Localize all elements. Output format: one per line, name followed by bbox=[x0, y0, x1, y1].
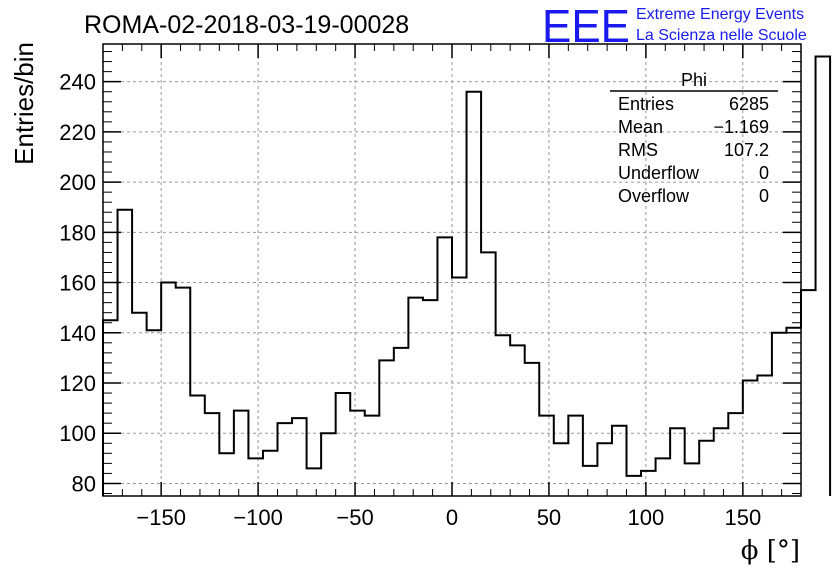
logo-line1: Extreme Energy Events bbox=[636, 6, 804, 23]
histogram-bar bbox=[437, 237, 452, 496]
histogram-bar bbox=[321, 433, 336, 496]
histogram-bar bbox=[176, 288, 191, 496]
histogram-bar bbox=[452, 278, 467, 496]
histogram-bar bbox=[554, 443, 569, 496]
histogram-bar bbox=[394, 348, 409, 496]
y-axis-label: Entries/bin bbox=[9, 42, 39, 165]
histogram-bar bbox=[627, 476, 642, 496]
histogram-bar bbox=[147, 330, 162, 496]
histogram-bar bbox=[597, 443, 612, 496]
y-tick-labels: 80 100 120 140 160 180 200 220 240 bbox=[59, 70, 96, 497]
histogram-bar bbox=[510, 345, 525, 496]
histogram-outline bbox=[102, 55, 832, 496]
y-tick-label: 220 bbox=[59, 120, 96, 145]
x-tick-label: 50 bbox=[537, 505, 561, 530]
histogram-bar bbox=[656, 458, 671, 496]
histogram-bar bbox=[714, 428, 729, 496]
histogram-bar bbox=[583, 466, 598, 496]
histogram-bar bbox=[496, 335, 511, 496]
y-tick-label: 80 bbox=[72, 471, 96, 496]
stats-name: Phi bbox=[681, 70, 707, 90]
histogram-bar bbox=[539, 416, 554, 496]
histogram-bar bbox=[685, 463, 700, 496]
stats-value: −1.169 bbox=[713, 117, 769, 137]
histogram-bar bbox=[263, 451, 278, 496]
y-tick-label: 240 bbox=[59, 70, 96, 95]
stats-label: Overflow bbox=[618, 186, 690, 206]
stats-label: RMS bbox=[618, 140, 658, 160]
histogram-bar bbox=[816, 57, 831, 496]
histogram-bar bbox=[772, 333, 787, 496]
histogram-bar bbox=[670, 428, 685, 496]
stats-value: 107.2 bbox=[724, 140, 769, 160]
histogram-bar bbox=[408, 298, 423, 496]
histogram-bar bbox=[219, 453, 234, 496]
histogram-bar bbox=[132, 313, 147, 496]
histogram-bar bbox=[568, 416, 583, 496]
histogram-bar bbox=[365, 416, 380, 496]
stats-label: Underflow bbox=[618, 163, 700, 183]
y-tick-label: 100 bbox=[59, 421, 96, 446]
histogram-bar bbox=[190, 396, 205, 496]
stats-label: Entries bbox=[618, 94, 674, 114]
histogram-bar bbox=[278, 423, 293, 496]
stats-value: 0 bbox=[759, 163, 769, 183]
histogram-bar bbox=[699, 441, 714, 496]
histogram-bar bbox=[103, 320, 118, 496]
histogram-bar bbox=[292, 418, 307, 496]
y-tick-label: 180 bbox=[59, 220, 96, 245]
histogram-bar bbox=[481, 252, 496, 496]
stats-box: Phi Entries 6285 Mean −1.169 RMS 107.2 Underfl… bbox=[610, 70, 778, 206]
histogram-bar bbox=[307, 468, 322, 496]
histogram-bar bbox=[423, 300, 438, 496]
histogram-bar bbox=[467, 92, 482, 496]
histogram-bar bbox=[757, 375, 772, 496]
chart-title: ROMA-02-2018-03-19-00028 bbox=[84, 11, 409, 39]
y-tick-label: 140 bbox=[59, 321, 96, 346]
y-tick-label: 200 bbox=[59, 170, 96, 195]
y-tick-label: 120 bbox=[59, 371, 96, 396]
x-tick-label: 150 bbox=[724, 505, 761, 530]
stats-value: 6285 bbox=[729, 94, 769, 114]
histogram-bar bbox=[118, 210, 133, 496]
x-tick-label: 100 bbox=[628, 505, 665, 530]
x-tick-label: −150 bbox=[136, 505, 186, 530]
histogram-bar bbox=[612, 426, 627, 496]
histogram-bar bbox=[379, 360, 394, 496]
axis-ticks bbox=[102, 44, 802, 496]
histogram-bar bbox=[248, 458, 263, 496]
histogram-bar bbox=[336, 393, 351, 496]
stats-label: Mean bbox=[618, 117, 663, 137]
histogram-bar bbox=[743, 380, 758, 496]
grid bbox=[103, 44, 801, 496]
plot-frame bbox=[102, 43, 802, 497]
stats-value: 0 bbox=[759, 186, 769, 206]
x-axis-label: ϕ [°] bbox=[741, 536, 800, 566]
x-tick-labels: −150 −100 −50 0 50 100 150 bbox=[136, 505, 761, 530]
x-tick-label: 0 bbox=[446, 505, 458, 530]
histogram-bar bbox=[801, 290, 816, 496]
stats-rows: Entries 6285 Mean −1.169 RMS 107.2 Underflow 0 O… bbox=[618, 94, 769, 206]
logo-line2: La Scienza nelle Scuole bbox=[636, 27, 807, 44]
histogram-bar bbox=[161, 283, 176, 496]
logo: EEE Extreme Energy Events La Scienza nel… bbox=[542, 0, 807, 52]
x-tick-label: −100 bbox=[233, 505, 283, 530]
x-tick-label: −50 bbox=[336, 505, 373, 530]
y-tick-label: 160 bbox=[59, 271, 96, 296]
